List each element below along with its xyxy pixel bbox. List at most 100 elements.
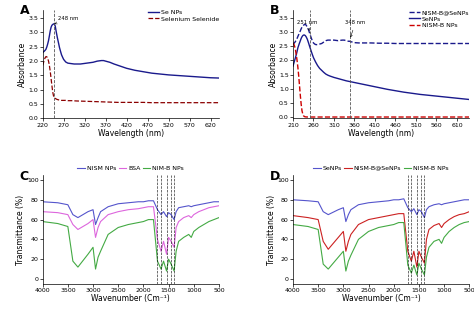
NIM-B NPs bbox=[95, 255, 101, 259]
Text: 251 nm: 251 nm bbox=[298, 20, 318, 30]
BSA bbox=[188, 216, 194, 219]
NISM-B NPs bbox=[461, 221, 467, 225]
SeNPs bbox=[450, 96, 456, 100]
SeNPs bbox=[431, 203, 437, 207]
NISM-B NPs bbox=[409, 271, 414, 275]
BSA bbox=[95, 226, 101, 229]
Selenium Selenide bbox=[42, 58, 47, 62]
Se NPs bbox=[216, 76, 222, 80]
Selenium Selenide bbox=[90, 100, 96, 103]
SeNPs bbox=[446, 201, 452, 205]
NISM-B NPs bbox=[360, 115, 365, 119]
NISM-B NPs bbox=[305, 225, 311, 228]
SeNPs bbox=[426, 205, 432, 209]
SeNPs bbox=[325, 73, 331, 77]
NISM-B NPs bbox=[299, 109, 305, 113]
BSA bbox=[168, 240, 174, 243]
Line: NISM-B NPs: NISM-B NPs bbox=[293, 222, 469, 275]
NISM-B@SeNPs bbox=[450, 41, 456, 45]
Selenium Selenide bbox=[43, 55, 49, 58]
SeNPs bbox=[307, 45, 313, 49]
NISM-B NPs bbox=[424, 255, 429, 259]
Selenium Selenide bbox=[191, 101, 197, 105]
NISM NPs bbox=[55, 201, 61, 205]
Line: SeNPs: SeNPs bbox=[293, 199, 469, 222]
NISM-B NPs bbox=[419, 267, 424, 271]
SeNPs bbox=[323, 72, 328, 76]
NISM-B NPs bbox=[431, 240, 437, 243]
NISM-B NPs bbox=[295, 66, 301, 70]
NISM-B@SeNPs bbox=[441, 222, 447, 226]
SeNPs bbox=[303, 35, 309, 39]
NISM-B NPs bbox=[298, 94, 303, 98]
Selenium Selenide bbox=[115, 100, 121, 104]
BSA bbox=[216, 204, 222, 208]
BSA bbox=[105, 213, 111, 217]
Line: Se NPs: Se NPs bbox=[43, 24, 219, 78]
NISM-B NPs bbox=[310, 115, 316, 119]
BSA bbox=[75, 227, 81, 231]
NIM-B NPs bbox=[201, 223, 207, 226]
NISM-B NPs bbox=[298, 102, 304, 106]
BSA bbox=[70, 223, 76, 226]
NISM-B NPs bbox=[365, 230, 371, 234]
X-axis label: Wavenumber (Cm⁻¹): Wavenumber (Cm⁻¹) bbox=[91, 294, 170, 303]
NISM-B NPs bbox=[352, 115, 357, 119]
NISM-B NPs bbox=[290, 223, 296, 226]
NIM-B NPs bbox=[173, 249, 179, 253]
NIM-B NPs bbox=[115, 226, 121, 229]
NISM-B NPs bbox=[414, 273, 419, 277]
NISM-B@SeNPs bbox=[416, 249, 422, 253]
SeNPs bbox=[310, 52, 315, 56]
NISM NPs bbox=[216, 200, 222, 204]
NISM NPs bbox=[75, 216, 81, 219]
NISM-B NPs bbox=[391, 223, 397, 226]
SeNPs bbox=[308, 49, 314, 53]
NISM-B NPs bbox=[303, 115, 309, 119]
NIM-B NPs bbox=[171, 269, 177, 273]
SeNPs bbox=[466, 198, 472, 202]
Selenium Selenide bbox=[53, 97, 59, 101]
NISM-B NPs bbox=[401, 221, 407, 225]
SeNPs bbox=[327, 74, 333, 78]
NISM-B NPs bbox=[346, 259, 351, 263]
NISM-B NPs bbox=[301, 114, 307, 118]
NIM-B NPs bbox=[211, 218, 217, 221]
Selenium Selenide bbox=[65, 99, 71, 103]
NISM-B NPs bbox=[319, 115, 325, 119]
NISM-B@SeNPs bbox=[424, 237, 429, 241]
NISM-B@SeNPs bbox=[304, 25, 310, 29]
NISM-B NPs bbox=[292, 48, 298, 52]
Legend: NISM NPs, BSA, NIM-B NPs: NISM NPs, BSA, NIM-B NPs bbox=[75, 163, 187, 173]
Selenium Selenide bbox=[48, 77, 54, 80]
SeNPs bbox=[292, 57, 298, 61]
Selenium Selenide bbox=[41, 61, 46, 64]
NISM NPs bbox=[211, 200, 217, 204]
NIM-B NPs bbox=[141, 220, 146, 224]
NIM-B NPs bbox=[166, 257, 172, 261]
BSA bbox=[186, 214, 191, 218]
NISM-B NPs bbox=[335, 115, 341, 119]
Se NPs bbox=[94, 59, 100, 63]
Y-axis label: Transmittance (%): Transmittance (%) bbox=[267, 194, 276, 264]
Selenium Selenide bbox=[99, 100, 104, 104]
X-axis label: Wavelength (nm): Wavelength (nm) bbox=[348, 129, 414, 138]
NISM-B NPs bbox=[396, 221, 401, 225]
NISM-B NPs bbox=[307, 115, 313, 119]
Selenium Selenide bbox=[42, 56, 48, 60]
SeNPs bbox=[434, 94, 439, 98]
NISM-B@SeNPs bbox=[290, 214, 296, 218]
NIM-B NPs bbox=[85, 252, 91, 256]
Selenium Selenide bbox=[199, 101, 205, 105]
SeNPs bbox=[384, 87, 390, 91]
Selenium Selenide bbox=[50, 90, 55, 94]
BSA bbox=[98, 220, 103, 224]
Text: A: A bbox=[20, 4, 29, 17]
SeNPs bbox=[310, 56, 316, 60]
SeNPs bbox=[343, 220, 349, 224]
NISM-B NPs bbox=[315, 115, 320, 119]
Selenium Selenide bbox=[149, 101, 155, 105]
NISM-B@SeNPs bbox=[419, 255, 424, 259]
SeNPs bbox=[442, 95, 447, 99]
Selenium Selenide bbox=[45, 56, 51, 60]
